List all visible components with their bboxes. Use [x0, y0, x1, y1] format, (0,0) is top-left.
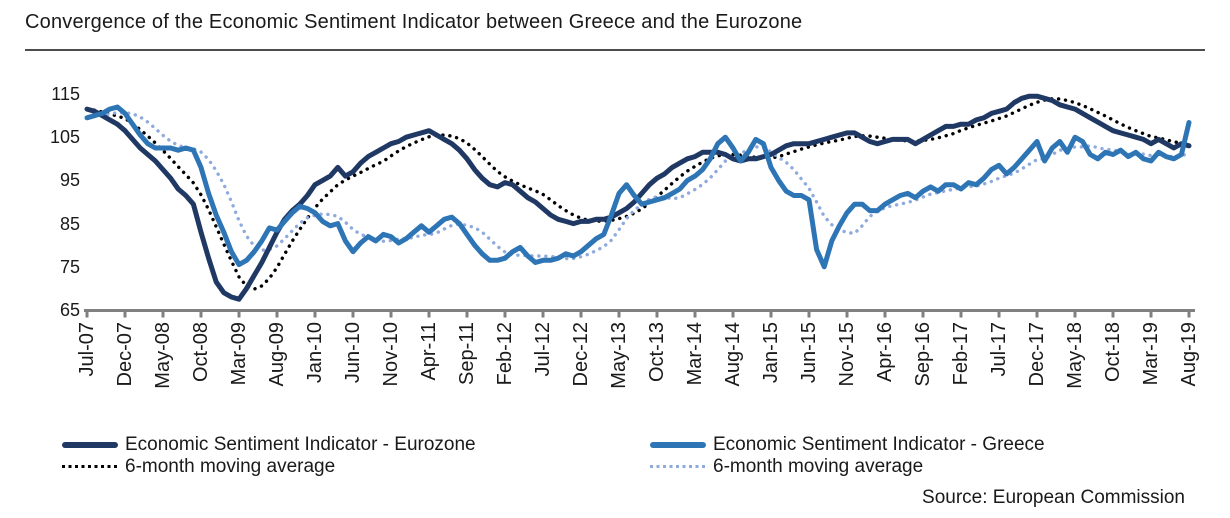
- x-axis-label: Oct-13: [646, 322, 668, 383]
- y-axis-label: 65: [59, 300, 80, 320]
- legend-label-greece-moving-average: 6-month moving average: [713, 455, 924, 477]
- x-axis-label: Jul-07: [76, 322, 98, 377]
- y-axis-label: 75: [59, 256, 80, 277]
- legend-item-eurozone-moving-average: 6-month moving average: [62, 456, 335, 477]
- x-axis-label: Oct-18: [1102, 322, 1124, 383]
- x-axis-label: Dec-12: [570, 322, 592, 387]
- x-axis-label: Jul-17: [988, 322, 1010, 377]
- x-axis-label: Apr-16: [874, 322, 896, 383]
- x-axis-label: Dec-07: [114, 322, 136, 387]
- x-axis-label: Nov-10: [380, 322, 402, 387]
- x-axis-label: Sep-11: [456, 322, 478, 386]
- eurozone-moving-average-line: [85, 96, 1191, 291]
- eurozone-line-swatch: [62, 441, 118, 448]
- x-axis-label: Aug-14: [722, 322, 744, 387]
- x-axis-label: Mar-09: [228, 322, 250, 386]
- title-divider: [25, 49, 1205, 51]
- x-axis-label: Aug-09: [266, 322, 288, 387]
- x-axis-label: Sep-16: [912, 322, 934, 387]
- x-axis-label: Mar-14: [684, 322, 706, 386]
- greece-line-swatch: [650, 441, 706, 448]
- x-axis-label: Mar-19: [1140, 322, 1162, 386]
- x-axis-label: Dec-17: [1026, 322, 1048, 387]
- y-axis-label: 95: [59, 170, 80, 191]
- x-axis-label: Jun-10: [342, 322, 364, 384]
- x-axis-label: Jan-10: [304, 322, 326, 384]
- greece-moving-average-line: [85, 110, 1191, 261]
- x-axis-label: May-18: [1064, 322, 1086, 389]
- source-note: Source: European Commission: [922, 487, 1185, 508]
- y-axis-label: 115: [51, 84, 80, 104]
- x-axis-label: May-13: [608, 322, 630, 389]
- greece-moving-average-swatch: [650, 465, 706, 468]
- y-axis-label: 105: [49, 127, 80, 148]
- greece-line: [84, 104, 1192, 270]
- x-axis-label: Jul-12: [532, 322, 554, 377]
- y-axis-label: 85: [59, 213, 80, 234]
- x-axis-label: Apr-11: [418, 322, 440, 381]
- line-chart: [84, 93, 1195, 318]
- x-axis-label: Aug-19: [1178, 322, 1200, 387]
- eurozone-moving-average-swatch: [62, 465, 118, 468]
- legend-item-greece-moving-average: 6-month moving average: [650, 456, 923, 477]
- legend-item-eurozone: Economic Sentiment Indicator - Eurozone: [62, 434, 476, 455]
- x-axis-label: May-08: [152, 322, 174, 389]
- legend: Economic Sentiment Indicator - Eurozone …: [0, 434, 1230, 480]
- legend-label-eurozone: Economic Sentiment Indicator - Eurozone: [125, 433, 476, 455]
- legend-label-greece: Economic Sentiment Indicator - Greece: [713, 433, 1045, 455]
- x-axis-label: Oct-08: [190, 322, 212, 383]
- legend-item-greece: Economic Sentiment Indicator - Greece: [650, 434, 1045, 455]
- legend-label-eurozone-moving-average: 6-month moving average: [125, 455, 336, 477]
- x-axis-label: Jun-15: [798, 322, 820, 384]
- x-axis-label: Nov-15: [836, 322, 858, 387]
- chart-title: Convergence of the Economic Sentiment In…: [25, 11, 803, 33]
- x-axis-label: Feb-12: [494, 322, 516, 386]
- x-axis-label: Jan-15: [760, 322, 782, 384]
- x-axis-label: Feb-17: [950, 322, 972, 386]
